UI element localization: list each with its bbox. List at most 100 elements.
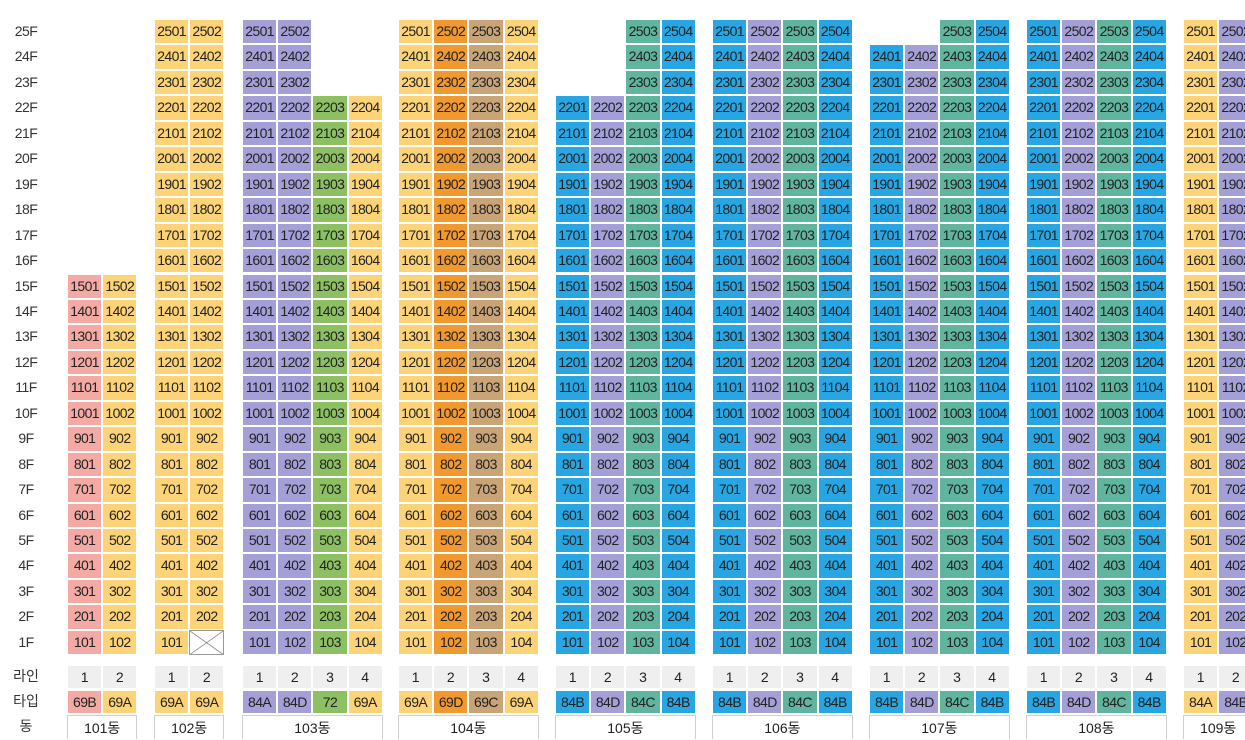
- unit-cell[interactable]: 1402: [1061, 298, 1097, 325]
- unit-cell[interactable]: 704: [1131, 477, 1167, 503]
- unit-cell[interactable]: 304: [660, 578, 696, 605]
- unit-cell[interactable]: 2502: [277, 19, 313, 45]
- unit-cell[interactable]: 1204: [347, 349, 383, 376]
- unit-cell[interactable]: 501: [1183, 528, 1219, 554]
- unit-cell[interactable]: 1401: [712, 298, 748, 325]
- unit-cell[interactable]: 1201: [242, 349, 278, 376]
- unit-cell[interactable]: 102: [1218, 629, 1245, 656]
- unit-cell[interactable]: 802: [102, 451, 138, 478]
- unit-cell[interactable]: 302: [433, 578, 469, 605]
- unit-cell[interactable]: 1204: [1131, 349, 1167, 376]
- unit-cell[interactable]: 1903: [625, 171, 661, 198]
- unit-cell[interactable]: 303: [782, 578, 818, 605]
- unit-cell[interactable]: 504: [347, 528, 383, 554]
- unit-cell[interactable]: 901: [1026, 426, 1062, 452]
- unit-cell[interactable]: 1902: [1218, 171, 1245, 198]
- unit-cell[interactable]: 2404: [817, 44, 853, 70]
- unit-cell[interactable]: 202: [433, 604, 469, 630]
- unit-cell[interactable]: 701: [555, 477, 591, 503]
- unit-cell[interactable]: 401: [1026, 553, 1062, 579]
- unit-cell[interactable]: 502: [1218, 528, 1245, 554]
- unit-cell[interactable]: 1901: [712, 171, 748, 198]
- unit-cell[interactable]: 2501: [154, 19, 190, 45]
- unit-cell[interactable]: 303: [312, 578, 348, 605]
- unit-cell[interactable]: 1403: [782, 298, 818, 325]
- unit-cell[interactable]: 1001: [1026, 400, 1062, 427]
- unit-cell[interactable]: 2203: [1096, 95, 1132, 121]
- unit-cell[interactable]: 1401: [1183, 298, 1219, 325]
- unit-cell[interactable]: 1303: [625, 324, 661, 350]
- unit-cell[interactable]: 1403: [468, 298, 504, 325]
- unit-cell[interactable]: 1301: [712, 324, 748, 350]
- unit-cell[interactable]: 1203: [1096, 349, 1132, 376]
- unit-cell[interactable]: 602: [1218, 502, 1245, 528]
- unit-cell[interactable]: 1001: [242, 400, 278, 427]
- unit-cell[interactable]: 1801: [1026, 197, 1062, 223]
- unit-cell[interactable]: 2203: [468, 95, 504, 121]
- unit-cell[interactable]: 2302: [904, 69, 940, 96]
- unit-cell[interactable]: 1403: [939, 298, 975, 325]
- unit-cell[interactable]: 2001: [398, 146, 434, 172]
- unit-cell[interactable]: 902: [904, 426, 940, 452]
- unit-cell[interactable]: 402: [277, 553, 313, 579]
- unit-cell[interactable]: 1003: [625, 400, 661, 427]
- unit-cell[interactable]: 301: [712, 578, 748, 605]
- unit-cell[interactable]: 403: [468, 553, 504, 579]
- unit-cell[interactable]: 2401: [154, 44, 190, 70]
- unit-cell[interactable]: 2503: [1096, 19, 1132, 45]
- unit-cell[interactable]: 803: [468, 451, 504, 478]
- unit-cell[interactable]: 2102: [189, 120, 225, 147]
- unit-cell[interactable]: 1903: [468, 171, 504, 198]
- unit-cell[interactable]: 1604: [974, 248, 1010, 274]
- unit-cell[interactable]: 1701: [869, 222, 905, 249]
- unit-cell[interactable]: 2504: [503, 19, 539, 45]
- unit-cell[interactable]: 1004: [817, 400, 853, 427]
- unit-cell[interactable]: 803: [1096, 451, 1132, 478]
- unit-cell[interactable]: 401: [154, 553, 190, 579]
- unit-cell[interactable]: 1702: [590, 222, 626, 249]
- unit-cell[interactable]: 2202: [904, 95, 940, 121]
- unit-cell[interactable]: 2503: [468, 19, 504, 45]
- unit-cell[interactable]: 102: [747, 629, 783, 656]
- unit-cell[interactable]: 1201: [555, 349, 591, 376]
- unit-cell[interactable]: 2201: [1183, 95, 1219, 121]
- unit-cell[interactable]: 1302: [747, 324, 783, 350]
- unit-cell[interactable]: 704: [660, 477, 696, 503]
- unit-cell[interactable]: 104: [1131, 629, 1167, 656]
- unit-cell[interactable]: 1402: [1218, 298, 1245, 325]
- unit-cell[interactable]: 804: [974, 451, 1010, 478]
- unit-cell[interactable]: 1303: [1096, 324, 1132, 350]
- unit-cell[interactable]: 403: [782, 553, 818, 579]
- unit-cell[interactable]: 2301: [869, 69, 905, 96]
- unit-cell[interactable]: 1301: [1026, 324, 1062, 350]
- unit-cell[interactable]: 1204: [503, 349, 539, 376]
- unit-cell[interactable]: 302: [102, 578, 138, 605]
- unit-cell[interactable]: 2401: [242, 44, 278, 70]
- unit-cell[interactable]: 201: [1026, 604, 1062, 630]
- unit-cell[interactable]: 801: [869, 451, 905, 478]
- unit-cell[interactable]: 1801: [869, 197, 905, 223]
- unit-cell[interactable]: 1603: [312, 248, 348, 274]
- unit-cell[interactable]: 1201: [1183, 349, 1219, 376]
- unit-cell[interactable]: 903: [625, 426, 661, 452]
- unit-cell[interactable]: 2501: [398, 19, 434, 45]
- unit-cell[interactable]: 2503: [625, 19, 661, 45]
- unit-cell[interactable]: 1802: [189, 197, 225, 223]
- unit-cell[interactable]: 104: [503, 629, 539, 656]
- unit-cell[interactable]: 1902: [189, 171, 225, 198]
- unit-cell[interactable]: 1701: [555, 222, 591, 249]
- unit-cell[interactable]: 1404: [347, 298, 383, 325]
- unit-cell[interactable]: 2503: [782, 19, 818, 45]
- unit-cell[interactable]: 2203: [782, 95, 818, 121]
- unit-cell[interactable]: 1401: [1026, 298, 1062, 325]
- unit-cell[interactable]: 304: [817, 578, 853, 605]
- unit-cell[interactable]: 904: [1131, 426, 1167, 452]
- unit-cell[interactable]: 1304: [503, 324, 539, 350]
- unit-cell[interactable]: 1204: [974, 349, 1010, 376]
- unit-cell[interactable]: 1502: [747, 273, 783, 299]
- unit-cell[interactable]: 2102: [904, 120, 940, 147]
- unit-cell[interactable]: 1104: [660, 375, 696, 401]
- unit-cell[interactable]: 402: [747, 553, 783, 579]
- unit-cell[interactable]: 1904: [347, 171, 383, 198]
- unit-cell[interactable]: 2402: [1218, 44, 1245, 70]
